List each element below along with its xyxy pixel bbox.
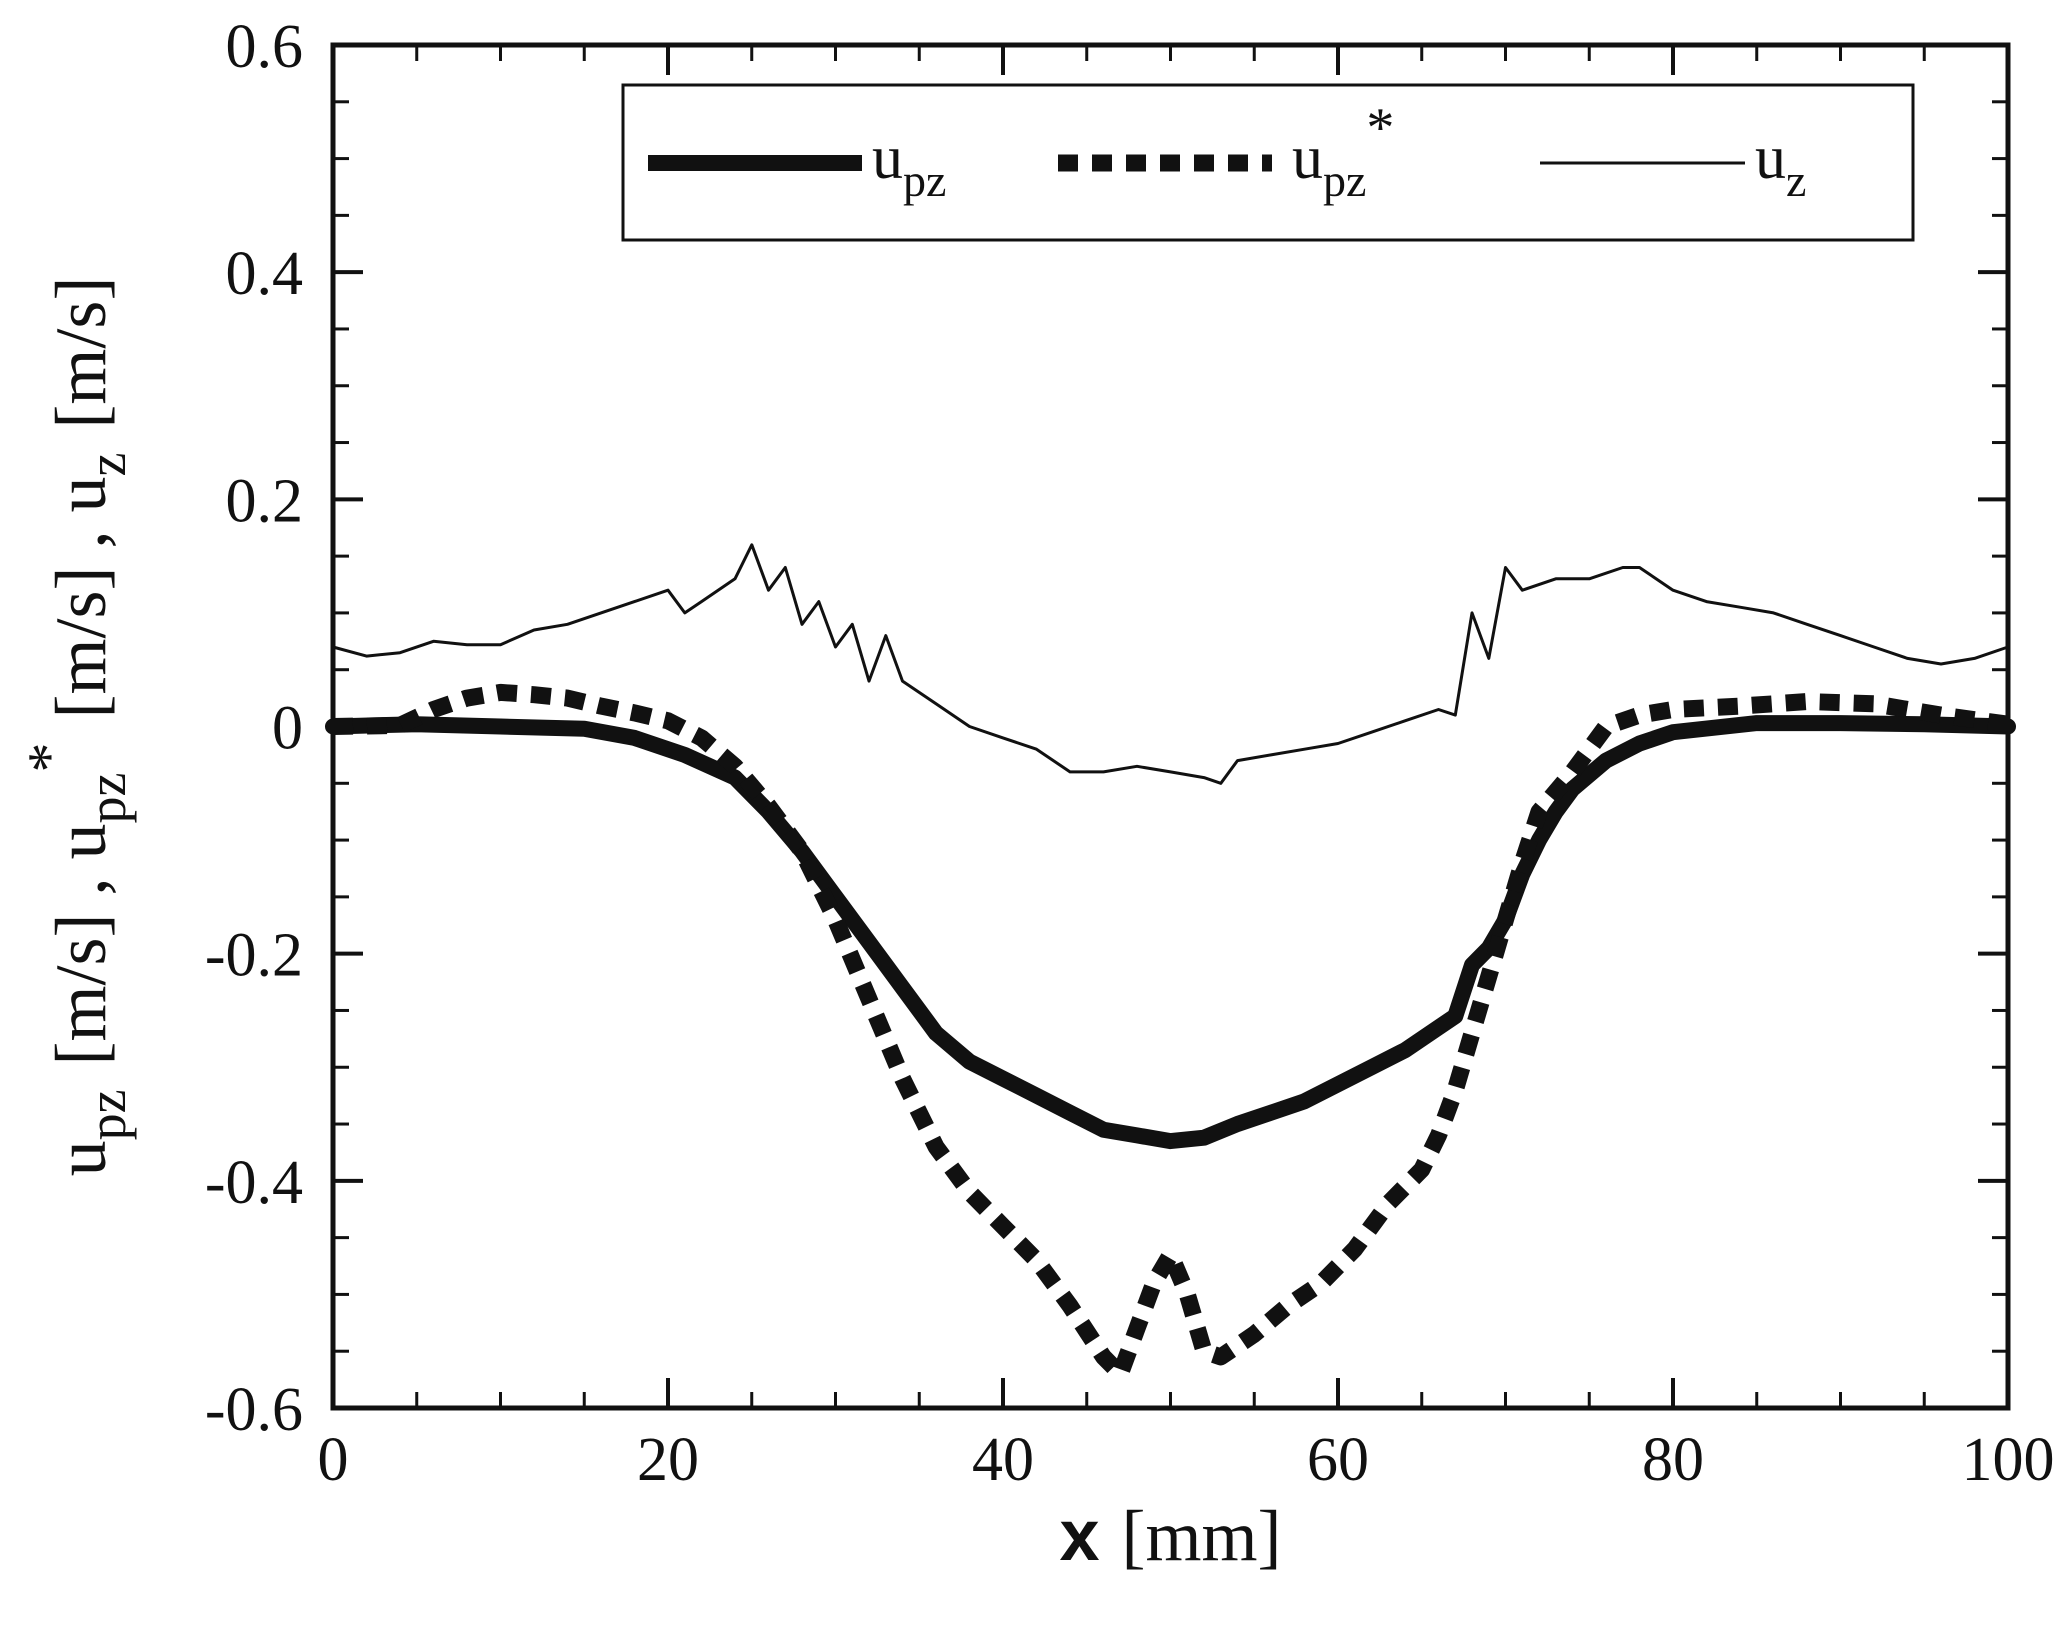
x-tick-label: 40 [972,1426,1034,1494]
series-line-upz-star [332,683,2010,1383]
x-tick-label: 0 [318,1426,349,1494]
axes: 0 20 40 60 80 100 0.6 0.4 0.2 0 -0.2 -0.4 -0.6 [205,13,2055,1494]
plot-frame [330,42,2011,1411]
y-tick-label: 0.4 [226,240,304,308]
y-axis-label: upz [m/s] , upz* [m/s] , uz [m/s] [16,277,137,1177]
x-axis-label: x [mm] [1059,1496,1281,1576]
x-tick-label: 100 [1962,1426,2055,1494]
legend-label-uz: uz [1755,124,1806,206]
y-tick-label: 0 [272,695,303,763]
x-tick-label: 60 [1307,1426,1369,1494]
series-group [325,543,2016,1383]
series-line-uz [331,543,2010,785]
y-tick-label: -0.4 [205,1149,303,1217]
x-tick-label: 80 [1642,1426,1704,1494]
y-tick-label: 0.2 [226,467,304,535]
y-tick-label: -0.6 [205,1376,303,1444]
legend: upz upz* uz [621,83,1915,242]
y-tick-label: 0.6 [226,13,304,81]
x-tick-label: 20 [637,1426,699,1494]
y-tick-label: -0.2 [205,922,303,990]
axis-labels: x [mm] upz [m/s] , upz* [m/s] , uz [m/s] [16,277,1282,1576]
legend-label-upz-star: upz* [1292,97,1394,206]
legend-label-upz: upz [872,124,946,206]
